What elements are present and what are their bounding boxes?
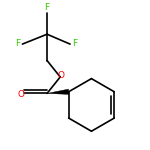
Text: F: F xyxy=(45,3,50,12)
Text: F: F xyxy=(73,39,78,48)
Polygon shape xyxy=(47,89,69,94)
Text: O: O xyxy=(17,90,24,99)
Text: O: O xyxy=(58,70,64,80)
Text: F: F xyxy=(15,39,20,48)
